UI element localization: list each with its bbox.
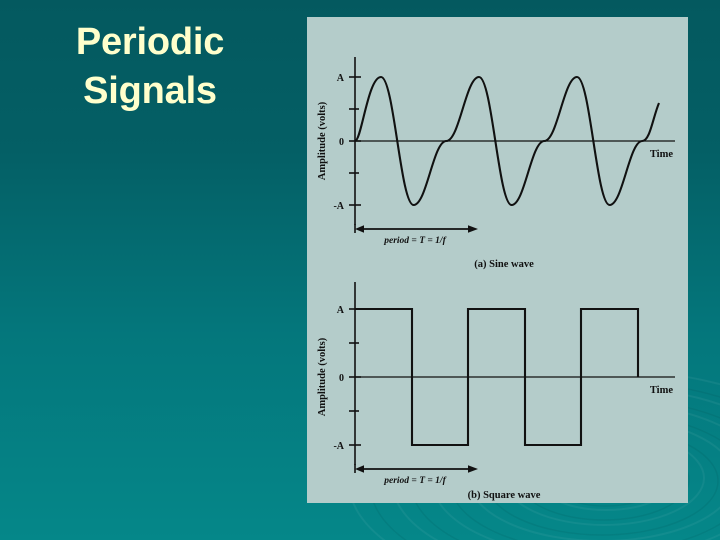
square-ytick-label-a: A: [337, 305, 345, 316]
square-ytick-label-neg-a: -A: [333, 441, 344, 452]
figure-panel: A 0 -A Amplitude (volts) Time period = T…: [307, 17, 688, 503]
sine-wave-chart: A 0 -A Amplitude (volts) Time period = T…: [317, 57, 675, 270]
sine-wave-caption: (a) Sine wave: [474, 259, 534, 270]
periodic-signals-figure: A 0 -A Amplitude (volts) Time period = T…: [317, 57, 675, 501]
square-period-arrow: [354, 464, 478, 473]
sine-waveform-path: [353, 75, 660, 207]
square-period-label: period = T = 1/f: [383, 476, 446, 486]
sine-period-arrow: [354, 224, 478, 233]
sine-period-label: period = T = 1/f: [383, 236, 446, 246]
square-y-axis-label: Amplitude (volts): [317, 337, 328, 416]
sine-ytick-label-a: A: [337, 73, 345, 84]
sine-y-axis-label: Amplitude (volts): [317, 101, 328, 180]
square-wave-chart: A 0 -A Amplitude (volts) Time period = T…: [317, 282, 675, 501]
square-waveform-path: [355, 307, 640, 447]
page-title: Periodic Signals: [75, 21, 225, 112]
square-ytick-label-zero: 0: [339, 373, 344, 384]
sine-ytick-label-zero: 0: [339, 137, 344, 148]
sine-ytick-label-neg-a: -A: [333, 201, 344, 212]
square-x-axis-label: Time: [650, 385, 673, 396]
square-wave-caption: (b) Square wave: [468, 490, 541, 501]
sine-x-axis-label: Time: [650, 149, 673, 160]
